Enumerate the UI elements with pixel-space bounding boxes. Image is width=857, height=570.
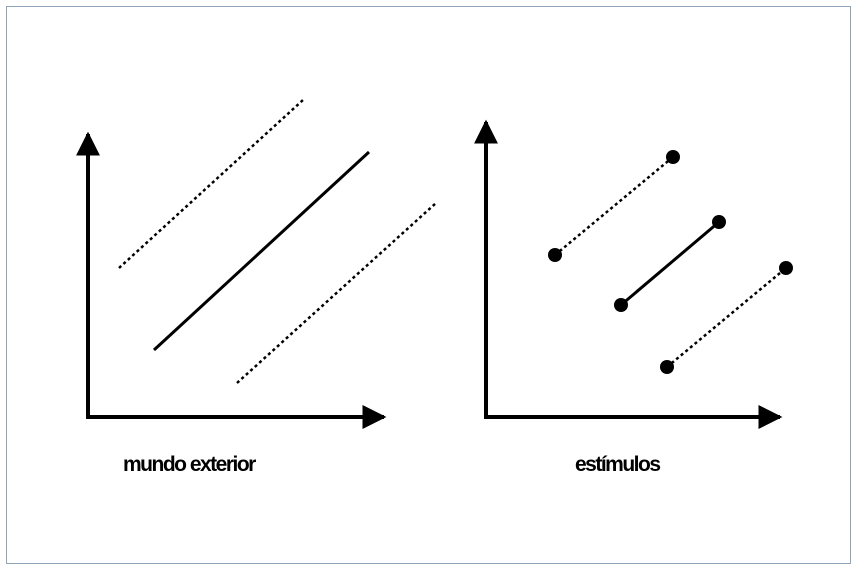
right-middle-solid-segment <box>620 220 720 307</box>
figure-frame <box>6 6 851 564</box>
left-lower-dotted-line <box>236 202 437 384</box>
right-lower-start-dot <box>660 360 674 374</box>
right-middle-start-dot <box>614 298 628 312</box>
right-panel <box>474 119 793 429</box>
left-upper-dotted-line <box>118 99 304 269</box>
right-upper-start-dot <box>548 248 562 262</box>
left-panel-caption: mundo exterior <box>123 453 256 476</box>
right-middle-end-dot <box>712 215 726 229</box>
left-solid-line <box>152 150 371 352</box>
right-lower-end-dot <box>779 261 793 275</box>
right-upper-dotted-segment <box>554 156 674 256</box>
right-lower-dotted-segment <box>666 267 787 368</box>
right-panel-caption: estímulos <box>575 453 661 476</box>
left-panel <box>76 99 437 429</box>
right-upper-end-dot <box>666 150 680 164</box>
